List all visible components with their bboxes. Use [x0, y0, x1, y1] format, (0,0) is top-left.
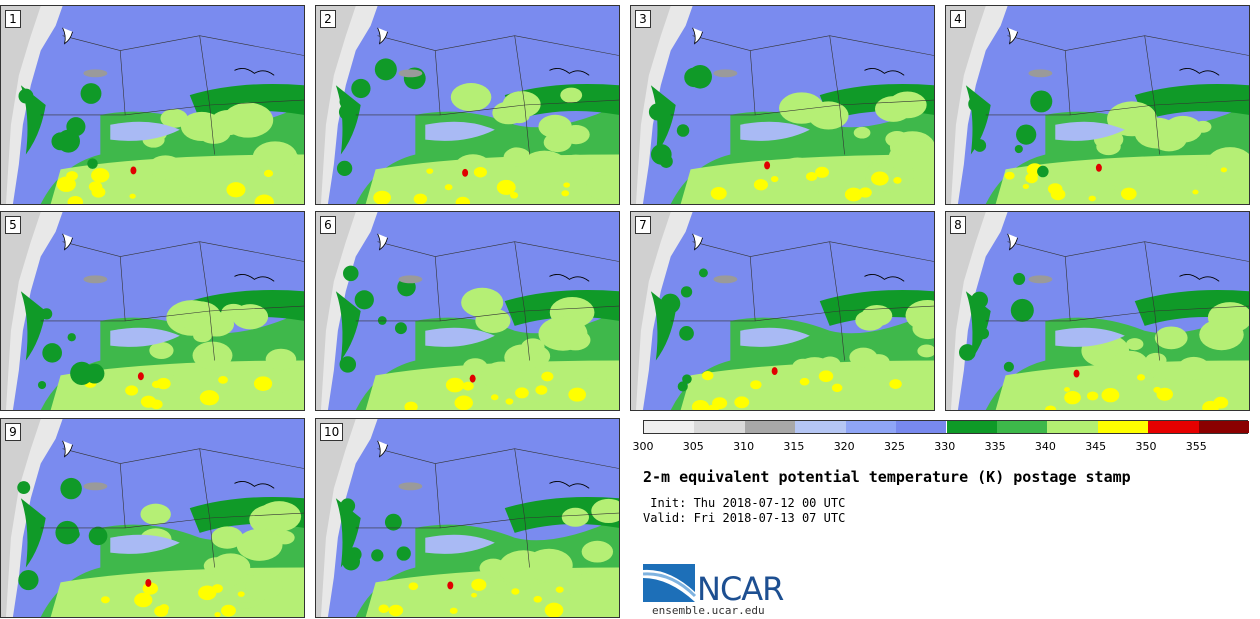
member-number-label: 9: [5, 423, 21, 441]
member-number-label: 5: [5, 216, 21, 234]
member-number-label: 7: [635, 216, 651, 234]
member-number-label: 2: [320, 10, 336, 28]
init-time: Init: Thu 2018-07-12 00 UTC: [643, 496, 846, 510]
colorbar-segment: [644, 421, 695, 433]
colorbar-segment: [1198, 421, 1249, 433]
colorbar-tick-labels: 300 305 310 315 320 325 330 335 340 345 350 355: [633, 440, 1260, 456]
logo-url: ensemble.ucar.edu: [652, 604, 765, 617]
colorbar-segment: [1047, 421, 1098, 433]
colorbar-tick-label: 305: [682, 440, 704, 453]
ensemble-member-map: 5: [0, 211, 305, 411]
ensemble-member-map: 2: [315, 5, 620, 205]
member-number-label: 4: [950, 10, 966, 28]
ensemble-member-map: 1: [0, 5, 305, 205]
colorbar-tick-label: 325: [884, 440, 905, 453]
logo-name: NCAR: [697, 570, 784, 608]
colorbar-tick-label: 330: [934, 440, 956, 453]
colorbar-tick-label: 355: [1185, 440, 1207, 453]
colorbar-tick-label: 345: [1085, 440, 1107, 453]
ensemble-member-map: 8: [945, 211, 1250, 411]
ensemble-member-map: 9: [0, 418, 305, 618]
ensemble-member-map: 10: [315, 418, 620, 618]
colorbar-tick-label: 340: [1034, 440, 1056, 453]
colorbar-tick-label: 300: [632, 440, 654, 453]
colorbar-segment: [694, 421, 745, 433]
colorbar-segment: [845, 421, 897, 433]
map-title: 2-m equivalent potential temperature (K)…: [643, 468, 1131, 486]
colorbar-segment: [795, 421, 846, 433]
ensemble-member-map: 7: [630, 211, 935, 411]
colorbar-segment: [896, 421, 947, 433]
valid-time: Valid: Fri 2018-07-13 07 UTC: [643, 511, 846, 525]
ensemble-member-map: 4: [945, 5, 1250, 205]
ensemble-member-map: 6: [315, 211, 620, 411]
colorbar-segment: [996, 421, 1048, 433]
colorbar-segment: [946, 421, 997, 433]
colorbar-tick-label: 350: [1135, 440, 1157, 453]
colorbar-segment: [1097, 421, 1149, 433]
member-number-label: 8: [950, 216, 966, 234]
ensemble-member-map: 3: [630, 5, 935, 205]
member-number-label: 3: [635, 10, 651, 28]
colorbar: [643, 420, 1249, 434]
colorbar-segment: [1148, 421, 1199, 433]
member-number-label: 10: [320, 423, 344, 441]
member-number-label: 6: [320, 216, 336, 234]
colorbar-tick-label: 335: [984, 440, 1006, 453]
member-number-label: 1: [5, 10, 21, 28]
colorbar-tick-label: 320: [833, 440, 855, 453]
colorbar-segment: [744, 421, 796, 433]
colorbar-tick-label: 310: [733, 440, 755, 453]
colorbar-tick-label: 315: [783, 440, 805, 453]
ncar-logo-icon: [643, 564, 697, 602]
